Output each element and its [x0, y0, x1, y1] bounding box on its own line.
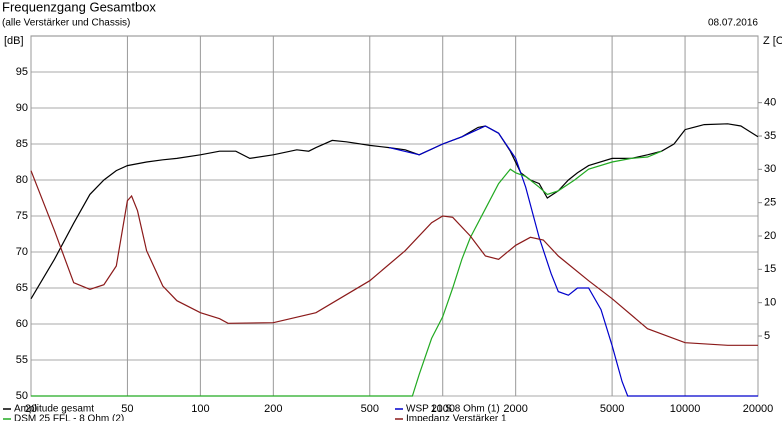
x-tick-label: 5000 — [600, 403, 624, 415]
y-tick-label: 90 — [16, 102, 28, 114]
chart-date: 08.07.2016 — [708, 18, 758, 29]
series-line — [30, 170, 758, 346]
y2-tick-label: 20 — [764, 230, 776, 242]
x-tick-label: 500 — [361, 403, 379, 415]
x-tick-label: 50 — [121, 403, 133, 415]
y2-tick-label: 25 — [764, 197, 776, 209]
x-tick-label: 10000 — [670, 403, 701, 415]
y-tick-label: 75 — [16, 210, 28, 222]
x-tick-label: 200 — [264, 403, 282, 415]
y-tick-label: 50 — [16, 390, 28, 402]
series-line — [31, 150, 662, 397]
y2-tick-label: 5 — [764, 330, 770, 342]
x-tick-label: 2000 — [503, 403, 527, 415]
y-tick-label: 85 — [16, 138, 28, 150]
y-tick-label: 60 — [16, 318, 28, 330]
legend-label: WSP 21 S 8 Ohm (1) — [406, 404, 500, 415]
legend-label: DSM 25 FFL - 8 Ohm (2) — [14, 414, 124, 421]
y-tick-label: 70 — [16, 246, 28, 258]
legend-label: Impedanz Verstärker 1 — [406, 414, 507, 421]
x-tick-label: 1000 — [430, 403, 454, 415]
x-tick-label: 100 — [191, 403, 209, 415]
y2-tick-label: 35 — [764, 130, 776, 142]
y2-tick-label: 30 — [764, 163, 776, 175]
series-line — [388, 125, 758, 397]
y-tick-label: 80 — [16, 174, 28, 186]
y-tick-label: 55 — [16, 354, 28, 366]
y-tick-label: 95 — [16, 66, 28, 78]
x-tick-label: 20 — [25, 403, 37, 415]
y2-tick-label: 15 — [764, 263, 776, 275]
x-tick-label: 20000 — [743, 403, 774, 415]
chart-subtitle: (alle Verstärker und Chassis) — [2, 18, 130, 29]
y-tick-label: 65 — [16, 282, 28, 294]
y2-tick-label: 10 — [764, 297, 776, 309]
chart-title: Frequenzgang Gesamtbox — [2, 0, 156, 14]
y2-axis-label: Z [Ohm] — [763, 35, 782, 47]
y2-tick-label: 40 — [764, 97, 776, 109]
legend-label: Amplitude gesamt — [14, 404, 94, 415]
y-axis-label: [dB] — [4, 35, 24, 47]
